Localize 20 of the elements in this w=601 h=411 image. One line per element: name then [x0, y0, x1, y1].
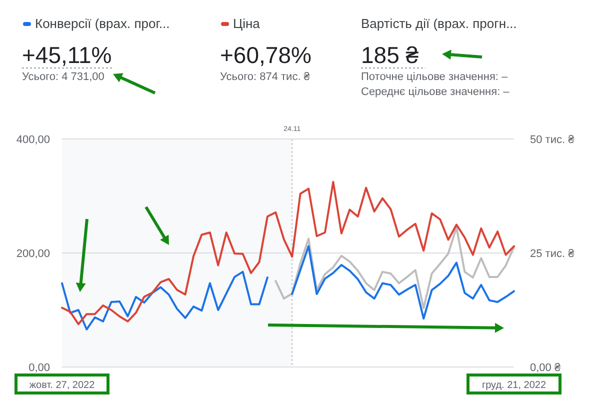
- text: Середнє цільове значення: –: [361, 86, 510, 98]
- y-tick-label: 400,00: [16, 134, 50, 146]
- y2-tick-label: 50 тис. ₴: [530, 134, 576, 146]
- legend-label: Ціна: [233, 16, 261, 31]
- line-series: [274, 226, 515, 310]
- text: Поточне цільове значення: –: [361, 71, 509, 83]
- legend-label: Конверсії (врах. прог...: [35, 16, 170, 31]
- y2-tick-label: 25 тис. ₴: [530, 248, 576, 260]
- y-tick-label: 0,00: [28, 362, 50, 374]
- y-tick-label: 200,00: [16, 248, 50, 260]
- x-tick-label: жовт. 27, 2022: [29, 380, 96, 391]
- line-series: [61, 180, 515, 326]
- text: Усього: 4 731,00: [22, 71, 104, 83]
- text: Вартість дії (врах. прогн...: [361, 16, 517, 31]
- text: 185 ₴: [361, 42, 419, 68]
- y2-tick-label: 0,00 ₴: [530, 362, 562, 374]
- x-tick-label: груд. 21, 2022: [482, 380, 546, 391]
- text: +45,11%: [22, 42, 112, 68]
- text: +60,78%: [220, 42, 312, 68]
- text: Усього: 874 тис. ₴: [220, 71, 311, 83]
